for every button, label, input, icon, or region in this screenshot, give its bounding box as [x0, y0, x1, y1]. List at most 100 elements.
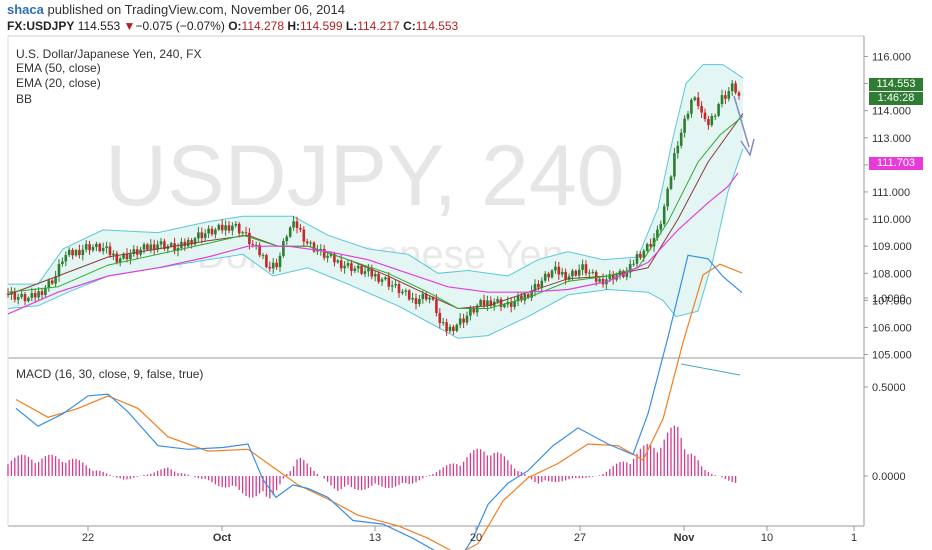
legend-ema20[interactable]: EMA (20, close)	[16, 76, 101, 90]
candle-body	[203, 233, 207, 239]
candle-body	[730, 83, 734, 92]
candle-body	[122, 253, 125, 259]
divergence-trendline	[680, 363, 741, 376]
candle-body	[20, 294, 23, 298]
candle-body	[486, 300, 489, 306]
price-tick-label: 116.000	[872, 51, 911, 63]
candle-body	[261, 255, 265, 257]
annotations[interactable]	[680, 95, 755, 376]
candle-body	[241, 232, 244, 234]
candle-body	[118, 258, 122, 263]
symbol-label[interactable]: FX:USDJPY	[7, 19, 75, 33]
candle-body	[61, 261, 64, 265]
price-tick-label: 107.000	[872, 295, 912, 307]
macd-pane	[7, 254, 743, 550]
candle-body	[47, 280, 51, 288]
candle-body	[380, 279, 384, 282]
candle-body	[438, 312, 442, 323]
candle-body	[513, 301, 516, 307]
candle-body	[404, 290, 408, 292]
candle-body	[696, 97, 700, 106]
ema20-line	[7, 115, 744, 309]
bb-upper-line	[8, 64, 744, 285]
candle-body	[557, 266, 561, 275]
candle-body	[676, 145, 680, 154]
candle-body	[299, 227, 302, 230]
time-tick-label: 20	[470, 532, 482, 544]
candle-body	[248, 232, 251, 245]
candle-body	[649, 244, 652, 247]
candle-body	[401, 291, 404, 294]
candle-body	[91, 247, 95, 251]
candle-body	[254, 244, 258, 246]
candle-body	[129, 254, 132, 260]
legend-bb[interactable]: BB	[16, 92, 33, 106]
candle-body	[455, 324, 459, 332]
candle-body	[679, 132, 683, 146]
time-tick-label: 27	[574, 532, 586, 544]
candle-body	[737, 92, 741, 96]
candle-body	[499, 299, 503, 308]
candle-body	[567, 276, 571, 280]
candle-body	[727, 91, 731, 99]
candle-body	[509, 301, 513, 307]
candle-body	[373, 273, 377, 277]
candle-body	[659, 224, 663, 230]
candle-body	[67, 249, 71, 256]
candle-body	[503, 304, 506, 308]
candle-body	[227, 225, 231, 231]
candle-body	[472, 308, 476, 313]
candle-body	[363, 271, 367, 274]
candle-body	[445, 322, 448, 332]
ema-value-tag: 111.703	[869, 157, 923, 170]
candle-body	[448, 326, 452, 332]
candle-body	[336, 260, 340, 263]
watermark-symbol: USDJPY, 240	[105, 128, 625, 224]
time-tick-label: Nov	[674, 532, 696, 544]
chart-title[interactable]: U.S. Dollar/Japanese Yen, 240, FX	[16, 47, 202, 61]
candle-body	[207, 228, 210, 234]
legend-ema50[interactable]: EMA (50, close)	[16, 61, 101, 75]
candle-body	[197, 232, 200, 239]
candle-body	[520, 295, 523, 301]
candle-body	[159, 241, 163, 245]
candle-body	[142, 244, 146, 250]
macd-line	[15, 254, 743, 550]
candle-body	[397, 283, 401, 294]
candle-body	[329, 253, 333, 256]
ema50-line	[7, 172, 739, 315]
low-value: 114.217	[357, 19, 400, 33]
candle-body	[322, 248, 326, 258]
author-link[interactable]: shaca	[7, 2, 44, 17]
candle-body	[645, 244, 649, 251]
candle-body	[64, 255, 68, 262]
candle-body	[346, 263, 350, 266]
published-text: published on TradingView.com, November 0…	[47, 2, 346, 17]
candle-body	[326, 255, 329, 258]
last-price: 114.553	[77, 19, 121, 33]
macd-tick-label: 1.0000	[872, 293, 906, 305]
candle-body	[662, 206, 666, 225]
candle-body	[690, 99, 693, 114]
candle-body	[258, 244, 261, 256]
candle-body	[282, 241, 285, 256]
candle-body	[533, 283, 537, 291]
candle-body	[574, 270, 578, 276]
price-tick-label: 109.000	[872, 241, 912, 253]
candle-body	[74, 250, 78, 256]
macd-tick-label: 0.0000	[872, 471, 906, 483]
candle-body	[414, 298, 418, 305]
candle-body	[632, 263, 635, 265]
legend-macd[interactable]: MACD (16, 30, close, 9, false, true)	[16, 367, 204, 381]
candle-body	[40, 291, 44, 295]
candle-body	[377, 273, 380, 282]
indicator-lines	[7, 113, 744, 315]
candle-body	[462, 318, 465, 323]
candle-body	[78, 250, 81, 256]
candle-body	[44, 287, 47, 295]
low-label: L:	[345, 19, 358, 33]
candle-body	[71, 249, 74, 256]
candle-body	[88, 244, 91, 251]
price-tick-label: 111.000	[872, 187, 910, 199]
